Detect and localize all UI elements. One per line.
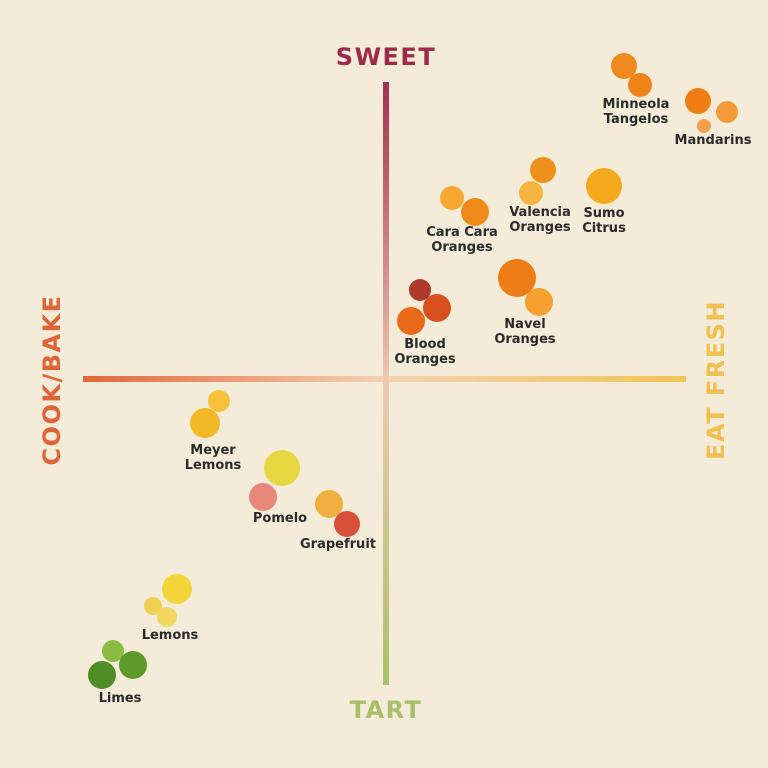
fruit xyxy=(157,607,177,627)
fruit xyxy=(397,307,425,335)
fruit xyxy=(586,168,622,204)
fruit xyxy=(461,198,489,226)
axis-label-top: SWEET xyxy=(336,43,436,71)
fruit xyxy=(315,490,343,518)
fruit-label: Lemons xyxy=(185,458,242,473)
fruit xyxy=(409,279,431,301)
fruit-label: Limes xyxy=(99,691,142,706)
fruit xyxy=(628,73,652,97)
fruit-label: Meyer xyxy=(190,443,236,458)
fruit xyxy=(519,181,543,205)
fruit-label: Sumo xyxy=(583,206,624,221)
axis-label-right: EAT FRESH xyxy=(702,300,730,460)
fruit-label: Tangelos xyxy=(604,112,669,127)
fruit-label: Valencia xyxy=(509,205,571,220)
fruit xyxy=(697,119,711,133)
fruit-label: Cara Cara xyxy=(426,225,498,240)
fruit xyxy=(208,390,230,412)
fruit xyxy=(264,450,300,486)
fruit xyxy=(611,53,637,79)
fruit-icons xyxy=(88,53,738,689)
fruit xyxy=(162,574,192,604)
fruit-label: Oranges xyxy=(509,220,571,235)
fruit xyxy=(498,259,536,297)
fruit xyxy=(525,288,553,316)
fruit xyxy=(249,483,277,511)
axis-label-left: COOK/BAKE xyxy=(38,294,66,465)
axis-label-bottom: TART xyxy=(350,696,423,724)
fruit xyxy=(334,511,360,537)
fruit xyxy=(102,640,124,662)
fruit xyxy=(190,408,220,438)
fruit-label: Minneola xyxy=(603,97,670,112)
fruit-label: Citrus xyxy=(582,221,626,236)
fruit-label: Oranges xyxy=(494,332,556,347)
fruit-label: Lemons xyxy=(142,628,199,643)
fruit xyxy=(144,597,162,615)
vertical-axis xyxy=(383,82,389,685)
fruit xyxy=(685,88,711,114)
fruit xyxy=(440,186,464,210)
fruit xyxy=(423,294,451,322)
fruit-label: Mandarins xyxy=(675,133,752,148)
fruit xyxy=(716,101,738,123)
fruit-label: Blood xyxy=(404,337,446,352)
fruit-label: Grapefruit xyxy=(300,537,376,552)
fruit xyxy=(88,661,116,689)
fruit-label: Oranges xyxy=(394,352,456,367)
fruit-label: Pomelo xyxy=(253,511,307,526)
fruit-label: Oranges xyxy=(431,240,493,255)
fruit xyxy=(530,157,556,183)
fruit xyxy=(119,651,147,679)
fruit-label: Navel xyxy=(504,317,545,332)
